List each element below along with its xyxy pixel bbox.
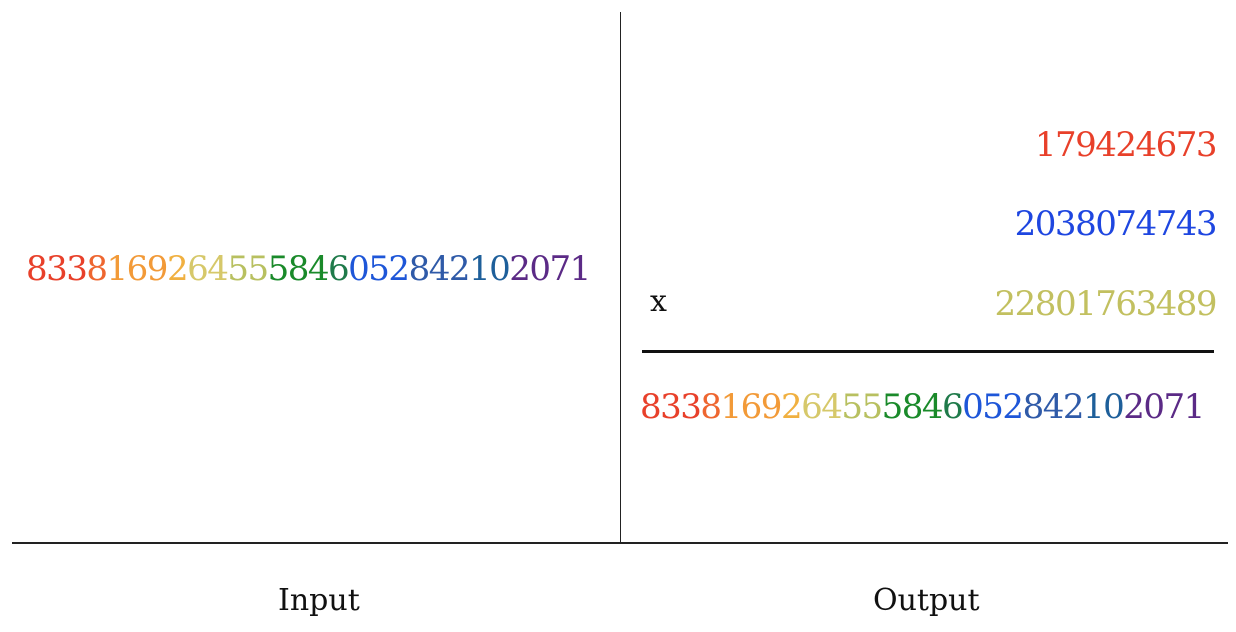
digit-segment: 10 (1082, 387, 1125, 427)
product-number: 8338169264555846052842102071 (640, 387, 1205, 427)
multiply-operator: x (650, 284, 667, 319)
digit-segment: 842 (408, 249, 471, 289)
digit-segment: 842 (1022, 387, 1085, 427)
digit-segment: 052 (348, 249, 410, 289)
factor-1-value: 179424673 (1034, 125, 1218, 165)
factor-3: 22801763489 (994, 284, 1218, 324)
digit-segment: 8 (86, 249, 108, 289)
factor-3-value: 22801763489 (994, 284, 1218, 324)
input-caption: Input (278, 583, 360, 618)
digit-segment: 55 (227, 249, 269, 289)
digit-segment: 833 (640, 387, 702, 427)
digit-segment: 8 (700, 387, 722, 427)
factor-2: 2038074743 (1014, 204, 1218, 244)
panel-divider (620, 12, 621, 543)
digit-segment: 6 (942, 387, 964, 427)
factor-1: 179424673 (1034, 125, 1218, 165)
digit-segment: 10 (468, 249, 511, 289)
digit-segment: 169 (720, 387, 783, 427)
digit-segment: 55 (841, 387, 883, 427)
digit-segment: 584 (881, 387, 944, 427)
digit-segment: 2 (780, 387, 803, 427)
digit-segment: 2071 (509, 249, 591, 289)
digit-segment: 64 (187, 249, 229, 289)
digit-segment: 2 (166, 249, 189, 289)
product-rule (642, 350, 1214, 353)
factor-2-value: 2038074743 (1014, 204, 1218, 244)
digit-segment: 052 (962, 387, 1024, 427)
output-caption: Output (873, 583, 980, 618)
digit-segment: 6 (328, 249, 350, 289)
input-number: 8338169264555846052842102071 (26, 249, 591, 289)
caption-separator (12, 542, 1228, 544)
digit-segment: 169 (106, 249, 169, 289)
digit-segment: 833 (26, 249, 88, 289)
digit-segment: 64 (801, 387, 843, 427)
digit-segment: 2071 (1123, 387, 1205, 427)
digit-segment: 584 (267, 249, 330, 289)
